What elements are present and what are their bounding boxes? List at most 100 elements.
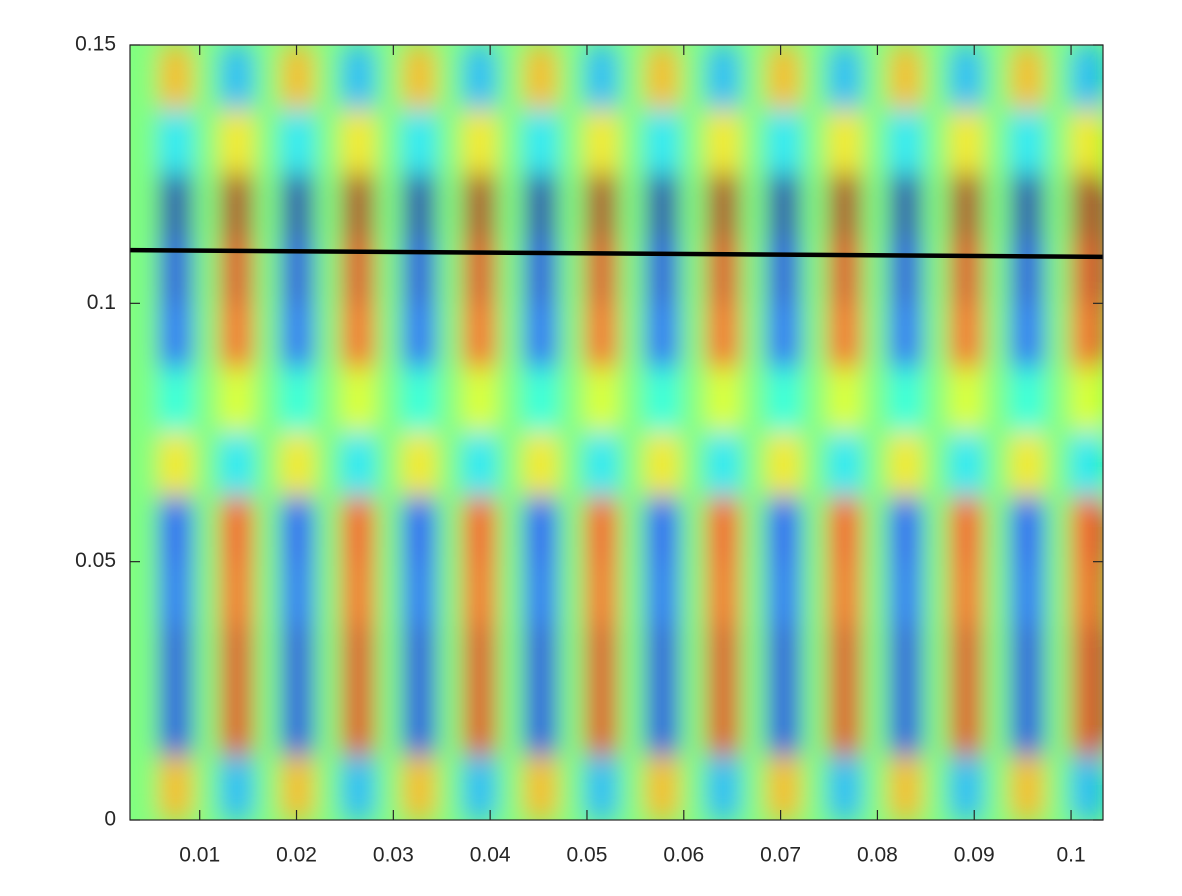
heatmap-cell	[130, 303, 161, 369]
axes-box	[129, 44, 1104, 821]
heatmap-cell	[950, 367, 982, 433]
heatmap-cell	[981, 303, 1013, 369]
heatmap-cell	[677, 303, 709, 369]
heatmap-cell	[282, 690, 313, 756]
heatmap-cell	[616, 561, 648, 627]
heatmap-cell	[190, 174, 222, 240]
heatmap-cell	[738, 561, 770, 627]
heatmap-cell	[616, 367, 648, 433]
heatmap-cell	[555, 561, 587, 627]
heatmap-cell	[434, 238, 465, 304]
heatmap-cell	[616, 432, 648, 498]
heatmap-cell	[373, 690, 405, 756]
heatmap-cell	[981, 561, 1013, 627]
heatmap-cell	[312, 626, 344, 692]
heatmap-cell	[342, 367, 374, 433]
heatmap-cell	[798, 174, 830, 240]
heatmap-cell	[920, 45, 952, 111]
heatmap-cell	[798, 755, 830, 820]
x-tick-label: 0.08	[857, 844, 898, 867]
heatmap-cell	[403, 497, 435, 563]
heatmap-cell	[130, 432, 161, 498]
heatmap-cell	[1072, 45, 1103, 111]
heatmap-cell	[464, 238, 496, 304]
heatmap-cell	[160, 109, 192, 175]
heatmap-cell	[1011, 45, 1043, 111]
heatmap-cell	[829, 690, 861, 756]
heatmap-cell	[1011, 690, 1043, 756]
heatmap-cell	[707, 626, 739, 692]
heatmap-cell	[434, 755, 465, 820]
heatmap-cell	[221, 109, 253, 175]
heatmap-cell	[251, 561, 283, 627]
heatmap-cell	[890, 755, 922, 820]
heatmap-cell	[707, 109, 739, 175]
heatmap-cell	[342, 109, 374, 175]
heatmap-cell	[950, 174, 982, 240]
heatmap-cell	[859, 303, 891, 369]
heatmap-cell	[251, 497, 283, 563]
heatmap-cell	[981, 690, 1013, 756]
heatmap-cell	[920, 174, 952, 240]
heatmap-cell	[586, 561, 617, 627]
heatmap-cell	[1011, 432, 1043, 498]
heatmap-cell	[768, 303, 800, 369]
heatmap-cell	[1072, 690, 1103, 756]
heatmap-cell	[1011, 755, 1043, 820]
heatmap-cell	[251, 690, 283, 756]
heatmap-cell	[768, 432, 800, 498]
heatmap-cell	[616, 755, 648, 820]
heatmap-cell	[920, 303, 952, 369]
heatmap-cell	[494, 45, 526, 111]
heatmap-cell	[464, 561, 496, 627]
heatmap-cell	[464, 109, 496, 175]
heatmap-cell	[494, 367, 526, 433]
heatmap-cell	[130, 45, 161, 111]
x-tick-label: 0.02	[276, 844, 317, 867]
heatmap-cell	[768, 367, 800, 433]
heatmap-cell	[829, 174, 861, 240]
heatmap-cell	[859, 432, 891, 498]
heatmap-cell	[586, 432, 617, 498]
heatmap-cell	[738, 432, 770, 498]
heatmap-cell	[282, 238, 313, 304]
heatmap-cell	[525, 174, 557, 240]
heatmap-cell	[373, 238, 405, 304]
heatmap-cell	[586, 174, 617, 240]
heatmap-cell	[312, 690, 344, 756]
heatmap-cell	[586, 238, 617, 304]
heatmap-cell	[555, 174, 587, 240]
heatmap-cell	[1011, 497, 1043, 563]
heatmap-cell	[586, 45, 617, 111]
heatmap-cell	[1011, 174, 1043, 240]
heatmap-cell	[282, 303, 313, 369]
heatmap-cell	[160, 174, 192, 240]
heatmap-cell	[890, 561, 922, 627]
heatmap-cell	[190, 561, 222, 627]
heatmap-cell	[221, 174, 253, 240]
heatmap-cell	[859, 367, 891, 433]
heatmap-cell	[190, 432, 222, 498]
heatmap-cell	[950, 238, 982, 304]
heatmap-cell	[160, 497, 192, 563]
heatmap-cell	[494, 690, 526, 756]
heatmap-cell	[950, 755, 982, 820]
heatmap-cell	[403, 626, 435, 692]
heatmap-cell	[829, 303, 861, 369]
heatmap-cell	[130, 109, 161, 175]
heatmap-cell	[434, 174, 465, 240]
heatmap-cell	[434, 303, 465, 369]
heatmap-cell	[494, 109, 526, 175]
heatmap-cell	[890, 109, 922, 175]
heatmap-cell	[738, 109, 770, 175]
heatmap-cell	[798, 626, 830, 692]
heatmap-cell	[251, 174, 283, 240]
heatmap-cell	[1072, 174, 1103, 240]
heatmap-cell	[221, 626, 253, 692]
heatmap-cell	[677, 367, 709, 433]
heatmap-cell	[525, 432, 557, 498]
heatmap-cell	[190, 626, 222, 692]
heatmap-cell	[890, 367, 922, 433]
heatmap-cell	[677, 626, 709, 692]
heatmap-cell	[494, 497, 526, 563]
